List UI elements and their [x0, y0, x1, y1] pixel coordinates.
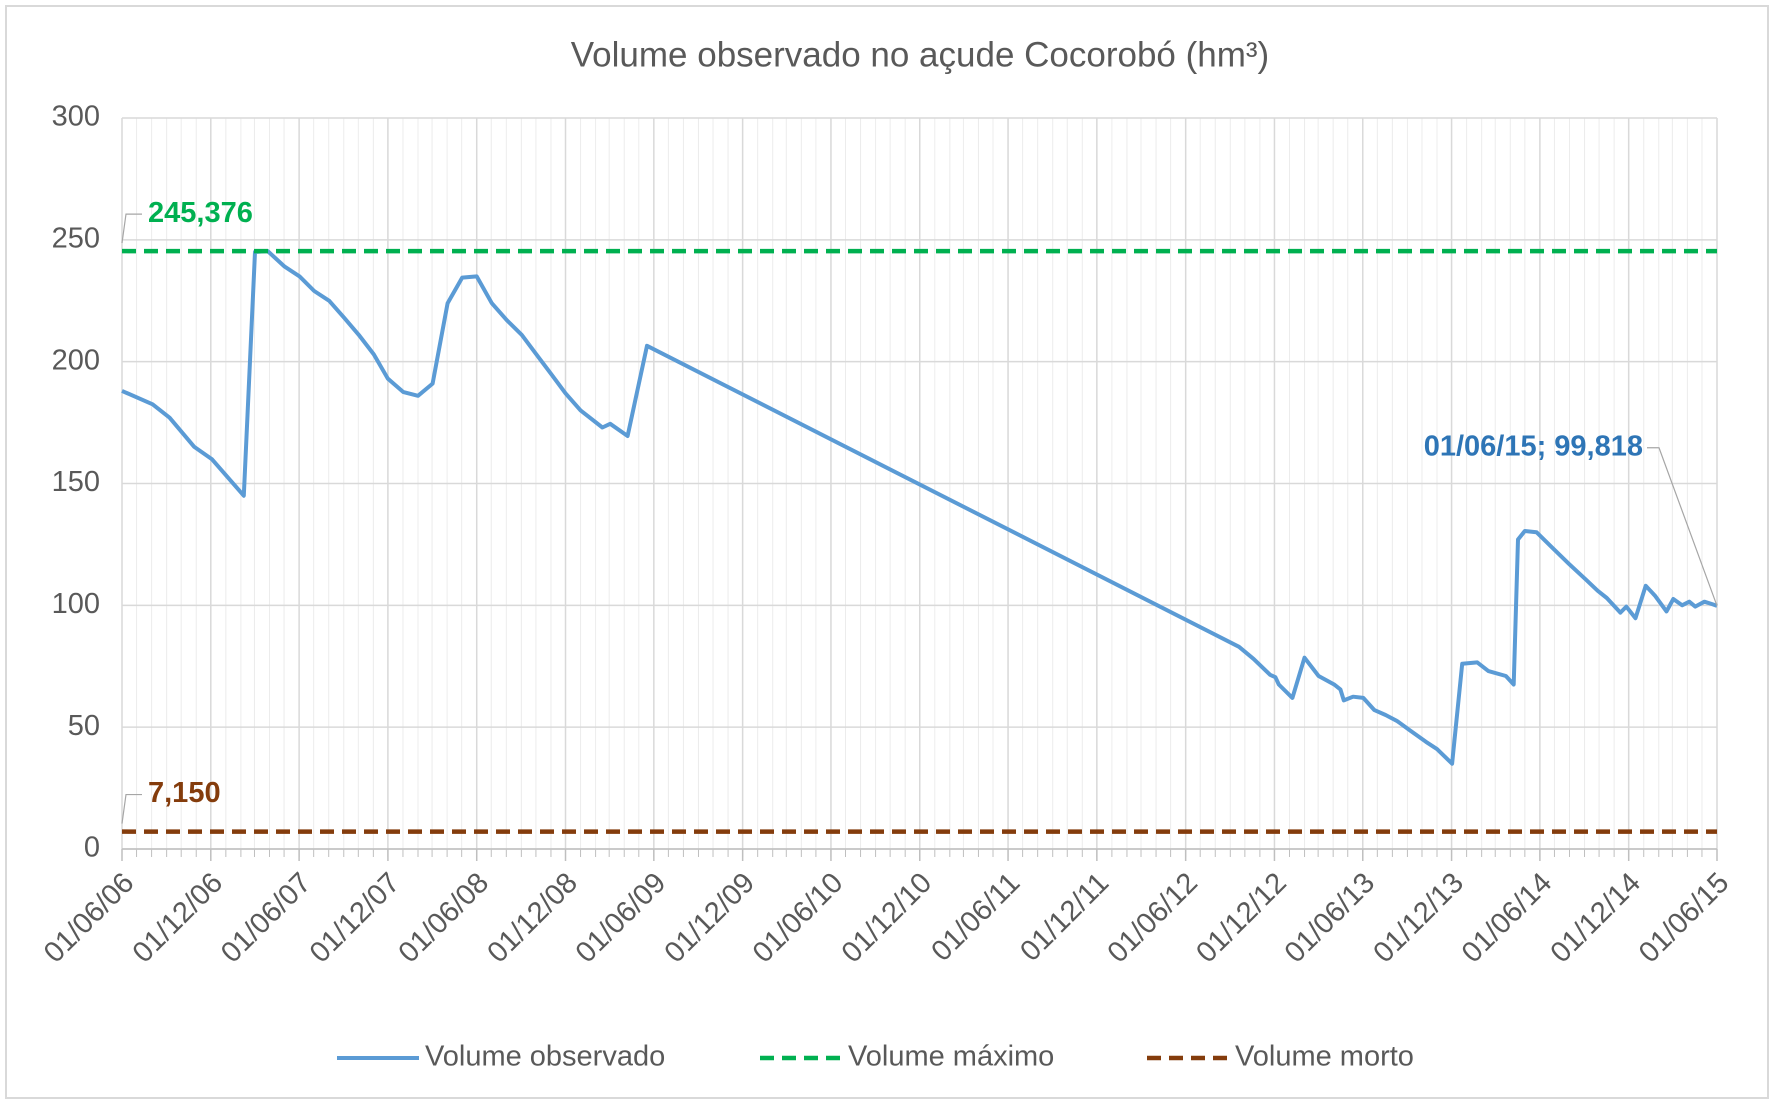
y-tick-label: 50: [68, 710, 100, 742]
annotation-leader: [121, 793, 142, 824]
legend-label: Volume máximo: [848, 1041, 1054, 1073]
annotation-leader: [121, 213, 142, 244]
y-tick-label: 200: [52, 344, 100, 376]
legend-label: Volume morto: [1235, 1041, 1414, 1073]
chart-title: Volume observado no açude Cocorobó (hm³): [571, 35, 1269, 74]
y-tick-label: 100: [52, 588, 100, 620]
y-tick-label: 0: [84, 832, 100, 864]
annotation-label: 7,150: [148, 777, 221, 809]
annotation-leader: [1647, 447, 1718, 606]
legend-label: Volume observado: [425, 1041, 665, 1073]
series-line: [121, 249, 1718, 766]
annotation-label: 245,376: [148, 197, 253, 229]
y-tick-label: 300: [52, 101, 100, 133]
y-tick-label: 250: [52, 222, 100, 254]
annotation-label: 01/06/15; 99,818: [1424, 430, 1643, 462]
y-tick-label: 150: [52, 466, 100, 498]
